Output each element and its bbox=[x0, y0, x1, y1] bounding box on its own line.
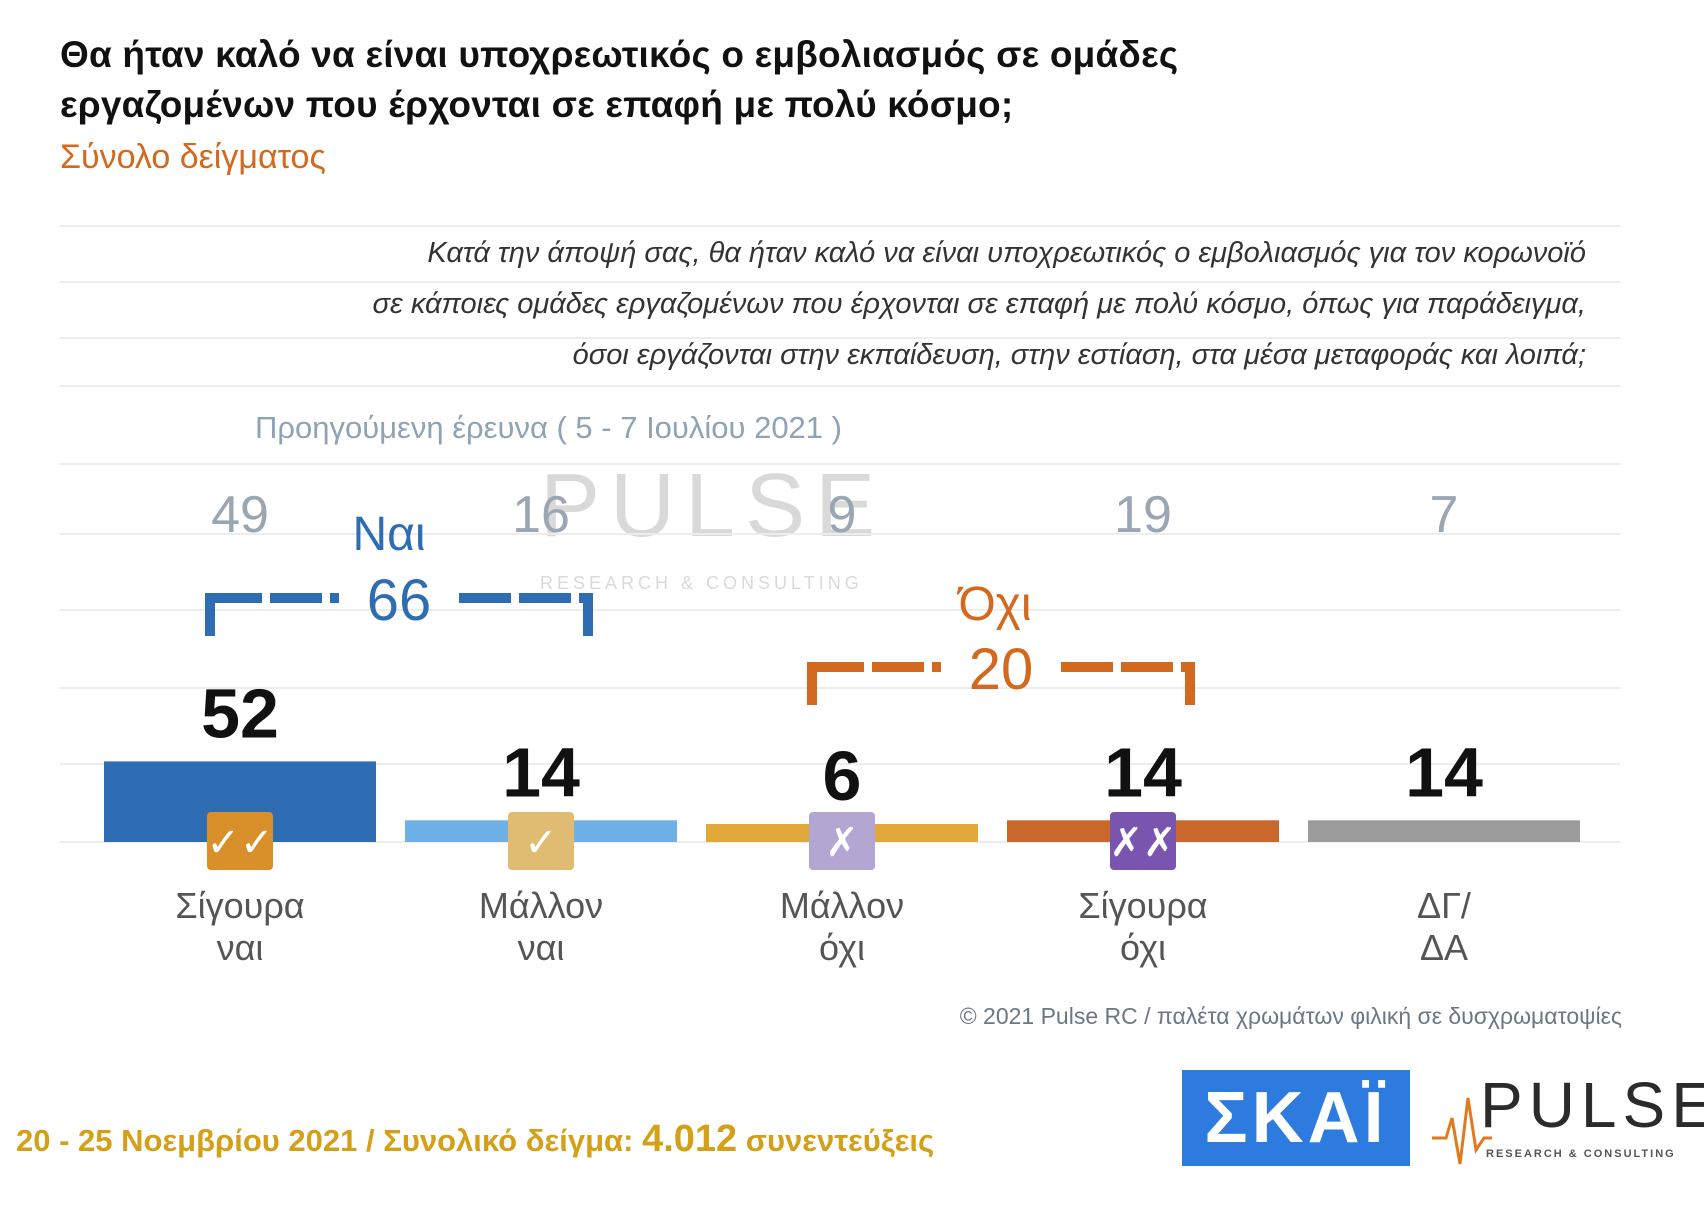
sample-unit: συνεντεύξεις bbox=[745, 1123, 935, 1158]
group-label-2: Όχι bbox=[956, 578, 1031, 631]
watermark-text: PULSE bbox=[540, 456, 886, 556]
value-label-3: 6 bbox=[823, 737, 862, 815]
question-line-1: Κατά την άποψή σας, θα ήταν καλό να είνα… bbox=[427, 237, 1586, 269]
watermark-tagline: RESEARCH & CONSULTING bbox=[540, 573, 863, 593]
pulse-logo-text: PULSE bbox=[1480, 1069, 1704, 1141]
category-label-4-line-1: Σίγουρα bbox=[1078, 885, 1207, 926]
category-label-5-line-1: ΔΓ/ bbox=[1417, 885, 1471, 926]
pulse-watermark: PULSE RESEARCH & CONSULTING bbox=[520, 455, 880, 605]
survey-info: 20 - 25 Νοεμβρίου 2021 / Συνολικό δείγμα… bbox=[16, 1118, 934, 1161]
value-label-1: 52 bbox=[201, 674, 279, 752]
previous-value-5: 7 bbox=[1430, 486, 1459, 544]
group-total-1: 66 bbox=[367, 568, 432, 633]
pulse-logo: PULSE RESEARCH & CONSULTING bbox=[1432, 1068, 1704, 1168]
check-icon: ✓ bbox=[524, 820, 558, 866]
category-label-1-line-2: ναι bbox=[217, 927, 264, 968]
previous-value-2: 16 bbox=[512, 486, 570, 544]
pulse-logo-tagline: RESEARCH & CONSULTING bbox=[1486, 1148, 1676, 1160]
survey-date-range: 20 - 25 Νοεμβρίου 2021 / Συνολικό δείγμα… bbox=[16, 1123, 634, 1158]
skai-logo: ΣΚΑΪ bbox=[1182, 1070, 1410, 1166]
previous-value-3: 9 bbox=[828, 486, 857, 544]
value-label-5: 14 bbox=[1405, 733, 1483, 811]
chart-subtitle: Σύνολο δείγματος bbox=[60, 138, 326, 176]
category-label-3-line-2: όχι bbox=[819, 927, 865, 968]
category-label-5-line-2: ΔΑ bbox=[1420, 927, 1468, 968]
category-label-2-line-2: ναι bbox=[518, 927, 565, 968]
bar-chart: 5249✓✓Σίγουραναι1416✓Μάλλονναι69✗Μάλλονό… bbox=[60, 225, 1620, 968]
bar-5 bbox=[1308, 820, 1580, 842]
check-icon-badge bbox=[508, 812, 574, 870]
category-label-4-line-2: όχι bbox=[1120, 927, 1166, 968]
survey-question: Κατά την άποψή σας, θα ήταν καλό να είνα… bbox=[166, 228, 1586, 381]
category-label-1-line-1: Σίγουρα bbox=[175, 885, 304, 926]
cross-icon-badge bbox=[809, 812, 875, 870]
double-check-icon: ✓✓ bbox=[206, 820, 273, 866]
category-label-3-line-1: Μάλλον bbox=[780, 885, 904, 926]
previous-value-1: 49 bbox=[211, 486, 269, 544]
copyright-note: © 2021 Pulse RC / παλέτα χρωμάτων φιλική… bbox=[959, 1003, 1622, 1029]
double-check-icon-badge bbox=[207, 812, 273, 870]
group-total-2: 20 bbox=[969, 637, 1034, 702]
category-label-2-line-1: Μάλλον bbox=[479, 885, 603, 926]
double-cross-icon-badge bbox=[1110, 812, 1176, 870]
cross-icon: ✗ bbox=[825, 820, 859, 866]
previous-value-4: 19 bbox=[1114, 486, 1172, 544]
pulse-wave-icon bbox=[1432, 1097, 1492, 1165]
question-line-2: σε κάποιες ομάδες εργαζομένων που έρχοντ… bbox=[372, 288, 1586, 320]
double-cross-icon: ✗✗ bbox=[1109, 820, 1176, 866]
previous-survey-label: Προηγούμενη έρευνα ( 5 - 7 Ιουλίου 2021 … bbox=[255, 410, 842, 445]
sample-size: 4.012 bbox=[642, 1118, 738, 1160]
page-title: Θα ήταν καλό να είναι υποχρεωτικός ο εμβ… bbox=[60, 34, 1179, 125]
group-label-1: Ναι bbox=[352, 508, 425, 561]
value-label-4: 14 bbox=[1104, 733, 1182, 811]
value-label-2: 14 bbox=[502, 733, 580, 811]
question-line-3: όσοι εργάζονται στην εκπαίδευση, στην εσ… bbox=[572, 339, 1586, 371]
